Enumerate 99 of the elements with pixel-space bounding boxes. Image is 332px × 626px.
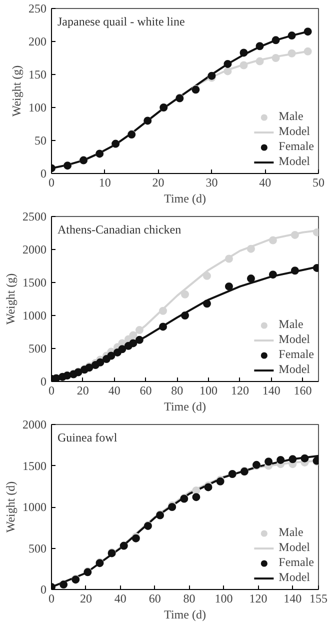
point: [181, 312, 189, 320]
y-tick-label: 200: [28, 34, 46, 48]
point: [246, 274, 255, 283]
point: [290, 266, 299, 275]
x-tick-label: 60: [140, 384, 152, 398]
legend-label: Female: [278, 347, 314, 362]
point: [63, 372, 72, 380]
x-tick-label: 120: [249, 592, 268, 606]
point: [288, 455, 297, 464]
y-tick-label: 2000: [22, 242, 46, 256]
point: [290, 230, 299, 239]
x-axis-title: Time (d): [164, 608, 206, 622]
point: [268, 270, 277, 279]
point: [135, 336, 144, 344]
y-tick-label: 0: [40, 582, 46, 596]
x-tick-label: 80: [171, 384, 184, 398]
point: [202, 300, 211, 308]
x-tick-label: 50: [312, 176, 324, 190]
legend-label: Model: [278, 154, 310, 169]
text: Japanese quail - white line: [58, 14, 185, 28]
point: [264, 458, 273, 466]
point: [288, 49, 296, 58]
y-axis-title: Weight (g): [4, 273, 18, 325]
x-tick-label: 40: [114, 592, 126, 606]
x-tick-label: 20: [80, 592, 92, 606]
x-axis-title: Time (d): [164, 400, 206, 414]
y-axis-title: Weight (d): [4, 481, 18, 533]
point: [192, 486, 200, 494]
point: [96, 358, 104, 366]
x-tick-label: 140: [284, 592, 302, 606]
x-axis-title: Time (d): [164, 192, 206, 206]
legend-label: Model: [278, 570, 310, 585]
y-tick-label: 150: [28, 68, 46, 82]
y-tick-label: 250: [28, 2, 46, 16]
y-tick-label: 1500: [22, 276, 46, 290]
point: [304, 47, 312, 56]
point: [107, 352, 116, 360]
x-tick-label: 120: [230, 384, 249, 398]
x-tick-label: 160: [294, 384, 312, 398]
x-tick-label: 20: [152, 176, 164, 190]
point: [224, 67, 232, 76]
y-tick-label: 1000: [22, 500, 46, 514]
x-tick-label: 40: [108, 384, 120, 398]
text: Athens-Canadian chicken: [58, 222, 182, 236]
point: [268, 236, 277, 244]
legend-label: Model: [278, 362, 310, 377]
legend-label: Model: [278, 124, 310, 139]
x-tick-label: 20: [76, 384, 89, 398]
point: [159, 306, 168, 315]
x-tick-label: 155: [310, 592, 328, 606]
x-tick-label: 140: [262, 384, 280, 398]
legend-label: Male: [278, 317, 304, 332]
x-tick-label: 30: [206, 176, 218, 190]
point: [240, 61, 248, 70]
x-tick-label: 80: [183, 592, 196, 606]
point: [159, 322, 168, 331]
point: [272, 36, 280, 44]
point: [304, 28, 312, 36]
y-tick-label: 50: [34, 134, 46, 148]
point: [256, 57, 264, 66]
x-tick-label: 60: [148, 592, 161, 606]
x-tick-label: 40: [259, 176, 272, 190]
text: Guinea fowl: [58, 430, 118, 444]
legend-label: Female: [278, 139, 314, 154]
point: [224, 60, 232, 68]
point: [181, 290, 189, 298]
legend-label: Model: [278, 540, 310, 555]
y-tick-label: 1500: [22, 458, 46, 473]
y-axis-title: Weight (g): [10, 65, 24, 117]
legend-label: Female: [278, 555, 314, 570]
point: [288, 32, 296, 40]
x-tick-label: 100: [200, 384, 218, 398]
point: [276, 456, 285, 464]
point: [135, 326, 144, 334]
point: [246, 244, 255, 253]
legend-label: Male: [278, 525, 304, 540]
point: [272, 54, 280, 62]
legend-label: Male: [278, 109, 304, 124]
point: [300, 454, 309, 462]
point: [240, 48, 248, 57]
point: [118, 345, 126, 354]
point: [192, 493, 200, 502]
y-tick-label: 100: [28, 100, 46, 114]
x-tick-label: 100: [214, 592, 233, 606]
y-tick-label: 0: [40, 166, 46, 180]
point: [129, 331, 138, 340]
y-tick-label: 1000: [22, 308, 46, 322]
point: [202, 272, 211, 280]
y-tick-label: 0: [40, 374, 46, 388]
y-tick-label: 2000: [22, 418, 46, 432]
point: [224, 254, 233, 263]
y-tick-label: 2500: [22, 210, 46, 224]
y-tick-label: 500: [28, 541, 46, 556]
x-tick-label: 10: [98, 176, 111, 190]
y-tick-label: 500: [28, 342, 46, 356]
point: [224, 282, 233, 290]
point: [256, 42, 264, 50]
legend-label: Model: [278, 332, 310, 347]
point: [129, 339, 138, 348]
